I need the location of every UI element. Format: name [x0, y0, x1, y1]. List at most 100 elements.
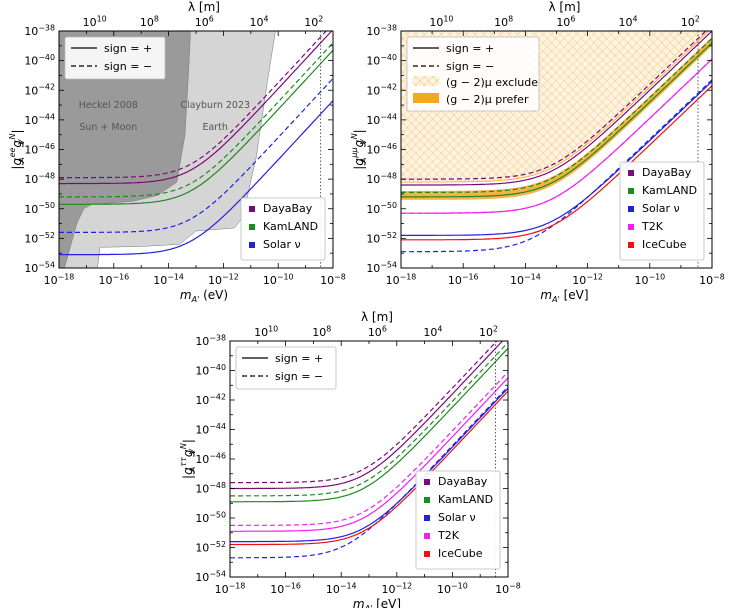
x-tick-label: 10−14: [326, 581, 357, 596]
legend-swatch-t2k: [628, 224, 634, 230]
legend-label-dayabay: DayaBay: [263, 202, 313, 215]
legend-sign-plus: sign = +: [104, 42, 152, 55]
top-tick-label: 106: [368, 324, 387, 339]
series-line-kamland-plus: [59, 49, 333, 205]
y-tick-label: 10−44: [24, 112, 55, 127]
series-line-solar--plus: [230, 387, 508, 543]
series-line-icecube-plus: [401, 85, 712, 241]
legend-label-solar-: Solar ν: [642, 202, 680, 215]
x-axis-label: mA' [eV]: [353, 597, 401, 608]
series-line-dayabay-plus: [401, 31, 712, 186]
y-tick-label: 10−46: [366, 142, 397, 157]
sign-legend-box: [406, 36, 540, 112]
y-tick-label: 10−38: [366, 23, 397, 38]
heckel-label-1: Heckel 2008: [79, 100, 138, 111]
legend-swatch-t2k: [424, 533, 430, 539]
series-line-solar--minus: [230, 386, 508, 559]
top-tick-label: 108: [494, 14, 513, 29]
panel-1: Heckel 2008 Sun + Moon Clayburn 2023 Earth 1…: [8, 0, 346, 304]
series-line-kamland-plus: [230, 347, 508, 503]
x-tick-label: 10−14: [510, 272, 541, 287]
legend-sign-minus: sign = −: [275, 370, 323, 383]
y-tick-label: 10−40: [195, 363, 226, 378]
legend-swatch-kamland: [424, 497, 430, 503]
x-tick-label: 10−10: [634, 272, 665, 287]
x-tick-label: 10−14: [153, 272, 184, 287]
y-tick-label: 10−52: [195, 540, 226, 555]
x-tick-label: 10−16: [448, 272, 479, 287]
y-tick-label: 10−50: [195, 510, 226, 525]
top-tick-label: 1010: [254, 324, 278, 339]
y-axis-label: |gAμμgVN|: [350, 129, 368, 169]
y-axis-label: |gAeegVN|: [8, 129, 26, 169]
legend-swatch-dayabay: [249, 206, 255, 212]
series-line-kamland-plus: [401, 42, 712, 198]
y-tick-label: 10−52: [366, 231, 397, 246]
x-tick-label: 10−16: [270, 581, 301, 596]
y-tick-label: 10−42: [195, 392, 226, 407]
series-legend-box: [415, 470, 501, 570]
x-tick-label: 10−12: [381, 581, 412, 596]
top-axis-label: λ [m]: [188, 0, 220, 14]
top-tick-label: 108: [140, 14, 159, 29]
legend-label-dayabay: DayaBay: [438, 475, 488, 488]
x-tick-label: 10−16: [98, 272, 129, 287]
legend-sign-plus: sign = +: [446, 42, 494, 55]
y-tick-label: 10−48: [366, 172, 397, 187]
series-line-t2k-minus: [401, 58, 712, 214]
top-tick-label: 102: [479, 324, 498, 339]
y-tick-label: 10−44: [195, 422, 226, 437]
legend-label-solar-: Solar ν: [263, 238, 301, 251]
series-line-dayabay-plus: [59, 31, 333, 185]
legend-sign-minus: sign = −: [104, 60, 152, 73]
legend-swatch-solar-: [628, 206, 634, 212]
x-tick-label: 10−18: [386, 272, 417, 287]
panel-2: 10−18 10−16 10−14 10−12 10−10 10−8 10−54 10−52 1…: [350, 0, 725, 304]
x-tick-label: 10−12: [208, 272, 239, 287]
x-axis-label: mA' [eV]: [540, 288, 588, 304]
series-line-solar--plus: [59, 100, 333, 256]
series-line-dayabay-minus: [401, 31, 707, 180]
series-line-kamland-minus: [401, 37, 712, 193]
y-tick-label: 10−50: [24, 201, 55, 216]
x-tick-label: 10−8: [320, 272, 346, 287]
y-tick-label: 10−54: [366, 260, 397, 275]
legend-gm2-prefer: (g − 2)μ prefer: [446, 93, 529, 106]
y-tick-label: 10−46: [24, 142, 55, 157]
series-line-solar--minus: [59, 77, 333, 233]
top-tick-label: 104: [250, 14, 269, 29]
legend-swatch-icecube: [424, 551, 430, 557]
y-tick-label: 10−50: [366, 201, 397, 216]
y-tick-label: 10−54: [24, 260, 55, 275]
legend-gm2-exclude-swatch: [413, 76, 439, 86]
gm2-exclude-edge: [401, 31, 710, 183]
clayburn-label-1: Clayburn 2023: [180, 100, 250, 111]
top-tick-label: 1010: [429, 14, 453, 29]
legend-label-solar-: Solar ν: [438, 511, 476, 524]
top-tick-label: 102: [681, 14, 700, 29]
top-tick-label: 102: [304, 14, 323, 29]
top-tick-label: 106: [556, 14, 575, 29]
legend-gm2-exclude: (g − 2)μ exclude: [446, 76, 538, 89]
legend-gm2-prefer-swatch: [413, 93, 439, 103]
y-tick-label: 10−40: [366, 53, 397, 68]
series-legend-box: [619, 161, 705, 261]
legend-label-icecube: IceCube: [642, 238, 687, 251]
legend-label-t2k: T2K: [437, 529, 460, 542]
y-tick-label: 10−40: [24, 53, 55, 68]
legend-swatch-kamland: [249, 224, 255, 230]
x-tick-label: 10−18: [215, 581, 246, 596]
plot-area: [230, 341, 508, 559]
series-line-dayabay-plus: [230, 341, 504, 490]
top-tick-label: 108: [312, 324, 331, 339]
top-axis-label: λ [m]: [549, 0, 581, 14]
top-tick-label: 104: [423, 324, 442, 339]
y-tick-label: 10−52: [24, 231, 55, 246]
legend-sign-minus: sign = −: [446, 60, 494, 73]
top-tick-label: 106: [195, 14, 214, 29]
x-tick-label: 10−10: [263, 272, 294, 287]
y-tick-label: 10−38: [195, 333, 226, 348]
top-tick-label: 1010: [83, 14, 107, 29]
legend-sign-plus: sign = +: [275, 352, 323, 365]
